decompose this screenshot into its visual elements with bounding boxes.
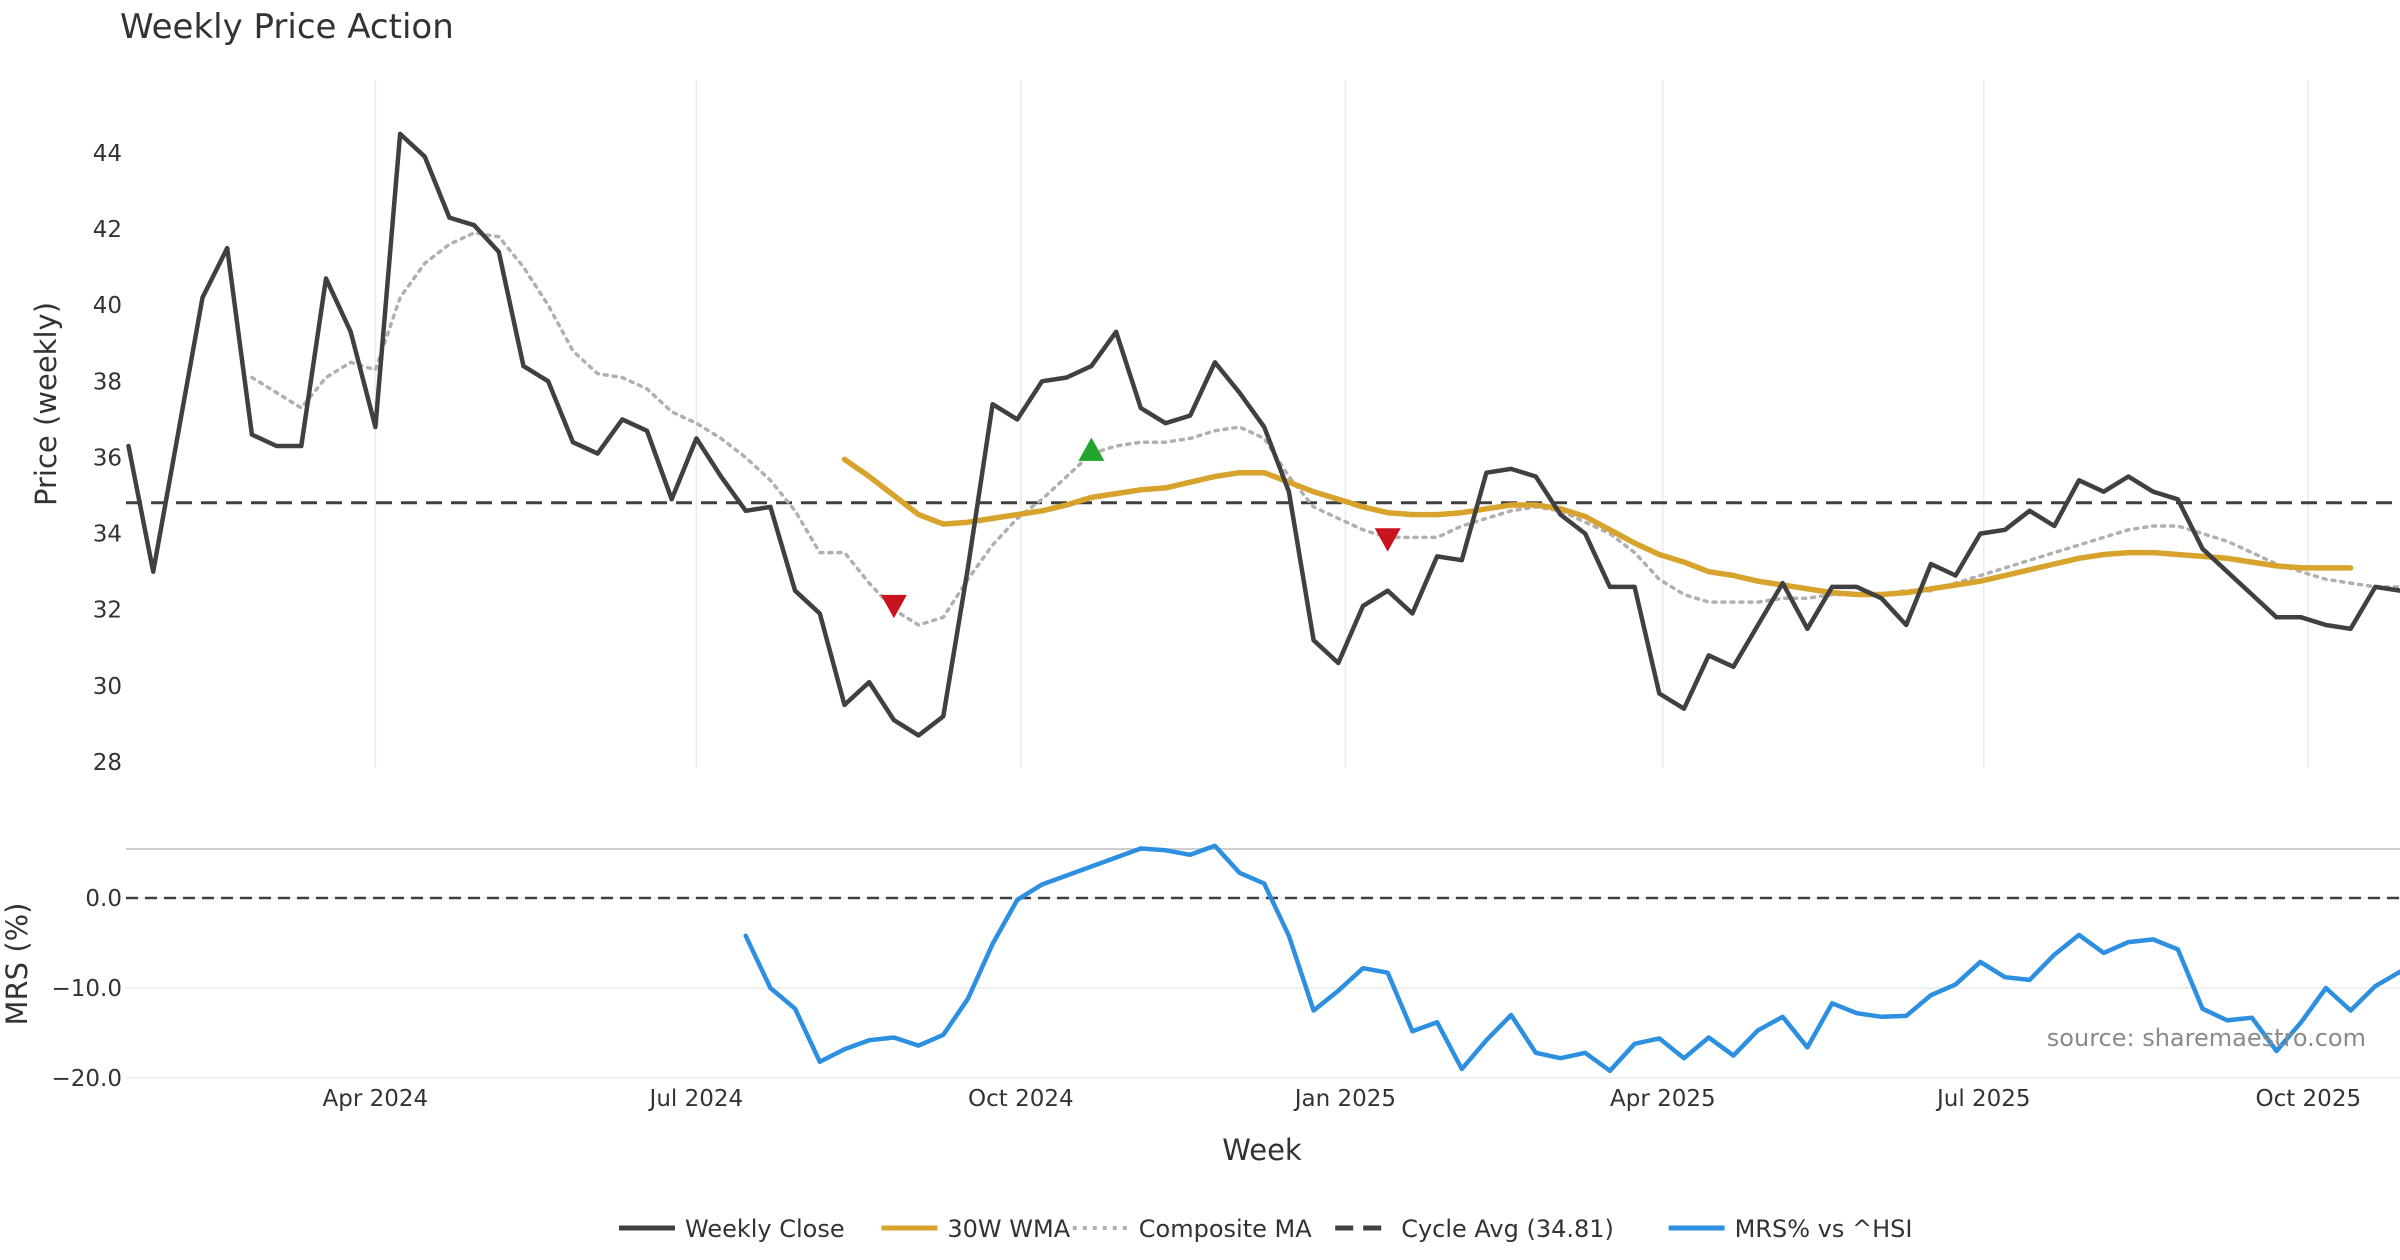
legend-item: Cycle Avg (34.81)	[1335, 1215, 1614, 1243]
composite-ma-line	[250, 231, 2400, 627]
legend-label: Cycle Avg (34.81)	[1401, 1215, 1614, 1243]
mrs-tick-label: −20.0	[52, 1066, 122, 1092]
legend: Weekly Close 30W WMA Composite MA Cycle Avg…	[619, 1215, 1912, 1243]
legend-label: Composite MA	[1139, 1215, 1312, 1243]
price-tick-label: 40	[93, 293, 122, 319]
legend-item: MRS% vs ^HSI	[1668, 1215, 1913, 1243]
mrs-tick-label: −10.0	[52, 976, 122, 1002]
sell-signal-marker	[880, 594, 907, 619]
price-tick-label: 36	[93, 445, 122, 471]
legend-label: 30W WMA	[947, 1215, 1070, 1243]
legend-item: Weekly Close	[619, 1215, 845, 1243]
mrs-axis-label: MRS (%)	[0, 903, 34, 1026]
source-note: source: sharemaestro.com	[2047, 1024, 2366, 1052]
price-panel: 28 30 32 34 36 38 40 42 44	[93, 131, 2400, 776]
price-tick-label: 38	[93, 369, 122, 395]
price-axis-label: Price (weekly)	[29, 302, 63, 506]
buy-signal-marker	[1078, 437, 1105, 461]
chart-title: Weekly Price Action	[120, 7, 454, 47]
legend-label: Weekly Close	[685, 1215, 845, 1243]
sell-signal-marker	[1374, 528, 1401, 552]
mrs-tick-label: 0.0	[85, 886, 122, 912]
x-tick-label: Apr 2024	[323, 1086, 429, 1112]
x-axis: Apr 2024 Jul 2024 Oct 2024 Jan 2025 Apr 2025…	[323, 1086, 2362, 1112]
price-tick-label: 32	[93, 598, 122, 624]
grid-layer	[374, 80, 2310, 768]
price-tick-label: 44	[93, 141, 122, 167]
x-tick-label: Oct 2025	[2255, 1086, 2361, 1112]
mrs-line	[743, 843, 2400, 1074]
x-tick-label: Jul 2025	[1935, 1086, 2031, 1112]
price-tick-label: 34	[93, 522, 122, 548]
x-tick-label: Jan 2025	[1293, 1086, 1396, 1112]
30w-wma-line	[841, 456, 2354, 598]
x-tick-label: Oct 2024	[968, 1086, 1074, 1112]
price-tick-label: 28	[93, 750, 122, 776]
x-axis-label: Week	[1222, 1133, 1302, 1167]
legend-item: 30W WMA	[881, 1215, 1071, 1243]
price-tick-label: 30	[93, 674, 122, 700]
x-tick-label: Apr 2025	[1610, 1086, 1716, 1112]
price-tick-label: 42	[93, 217, 122, 243]
legend-item: Composite MA	[1072, 1215, 1312, 1243]
legend-label: MRS% vs ^HSI	[1735, 1215, 1913, 1243]
x-tick-label: Jul 2024	[648, 1086, 744, 1112]
mrs-panel: 0.0 −10.0 −20.0	[52, 843, 2400, 1092]
weekly-close-line	[126, 131, 2400, 738]
